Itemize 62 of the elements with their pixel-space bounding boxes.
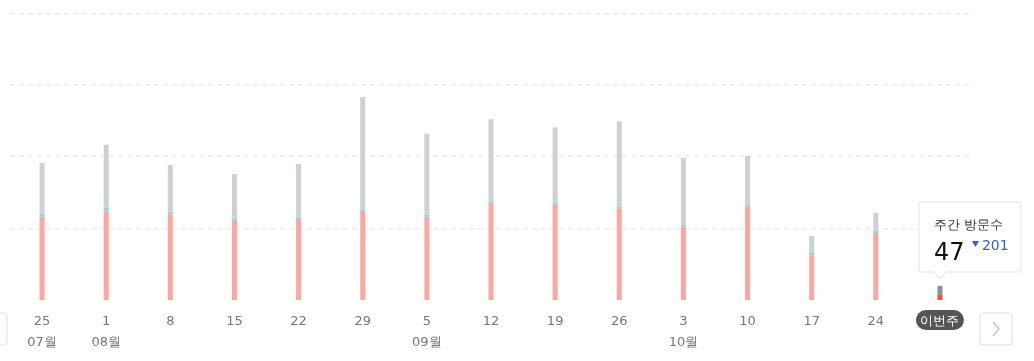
annotation: 47 (933, 238, 965, 266)
x-tick-label: 1 08월 (91, 313, 121, 349)
x-tick-label: 29 (354, 313, 372, 328)
bar (680, 224, 686, 227)
bar (552, 127, 558, 203)
x-tick-label: 26 (610, 313, 628, 328)
bar (745, 204, 751, 207)
bar (296, 218, 302, 300)
bar (809, 236, 815, 253)
bar (680, 226, 686, 300)
bar (809, 252, 815, 256)
x-tick-label: 12 (482, 313, 500, 328)
bar (103, 210, 109, 300)
bar (616, 121, 622, 207)
bar (488, 119, 494, 201)
x-tick-label: 이번주 (920, 313, 960, 328)
x-tick-label: 19 (546, 313, 564, 328)
x-tick-label: 17 (803, 313, 820, 328)
bar (680, 157, 686, 225)
bar (616, 208, 622, 300)
bar (231, 220, 237, 300)
x-tick-label: 15 (226, 313, 243, 328)
bar (745, 206, 751, 300)
bar (809, 255, 815, 300)
x-tick-label: 5 09월 (412, 313, 442, 349)
x-tick-label: 25 07월 (27, 313, 57, 349)
bar (616, 206, 622, 209)
bar (39, 213, 45, 217)
bar (103, 207, 109, 211)
bar (745, 155, 751, 205)
x-tick-label: 8 (166, 313, 175, 328)
text: 201 (981, 237, 1009, 253)
bar (103, 144, 109, 208)
bar (552, 204, 558, 300)
bar (296, 163, 302, 217)
bar (424, 133, 430, 215)
bar (167, 214, 173, 300)
bar (488, 200, 494, 203)
annotation: 주간 방문수 (933, 217, 1004, 232)
bar (360, 210, 366, 300)
bar (39, 162, 45, 214)
bar (39, 216, 45, 300)
bar (167, 211, 173, 215)
bar (424, 214, 430, 217)
x-tick-label: 10 (739, 313, 756, 328)
bar (488, 202, 494, 300)
x-tick-label: 3 10월 (668, 313, 699, 349)
bar (873, 230, 879, 234)
bar (231, 174, 237, 219)
bar (937, 285, 943, 295)
x-tick-label: 24 (867, 313, 885, 328)
bar (231, 218, 237, 221)
bar (873, 212, 879, 231)
bar (167, 165, 173, 212)
bar (552, 202, 558, 205)
bar (360, 208, 366, 211)
x-tick-label: 22 (290, 313, 307, 328)
bar (424, 216, 430, 300)
bar (937, 294, 943, 300)
bar (873, 233, 879, 300)
bar (296, 216, 302, 219)
bar (360, 97, 366, 209)
